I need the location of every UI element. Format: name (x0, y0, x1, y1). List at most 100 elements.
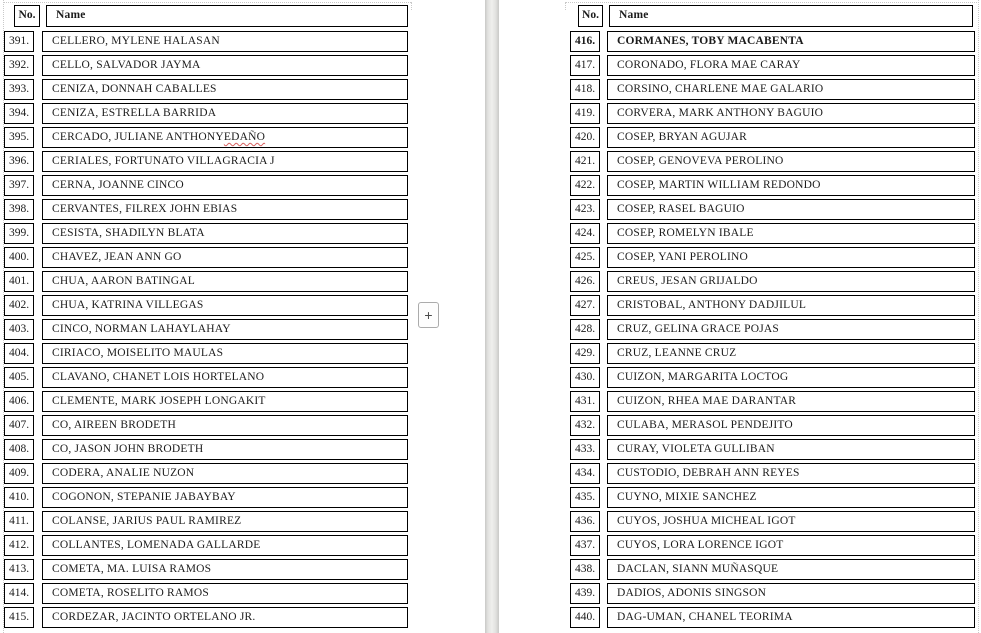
row-name: CORDEZAR, JACINTO ORTELANO JR. (42, 607, 408, 628)
row-name: CUYNO, MIXIE SANCHEZ (607, 487, 975, 508)
row-number: 439. (570, 583, 600, 604)
header-no: No. (14, 5, 40, 27)
row-name: CINCO, NORMAN LAHAYLAHAY (42, 319, 408, 340)
row-number: 391. (4, 31, 34, 52)
row-name: CELLERO, MYLENE HALASAN (42, 31, 408, 52)
table-row: 433. CURAY, VIOLETA GULLIBAN (570, 439, 975, 460)
table-row: 418. CORSINO, CHARLENE MAE GALARIO (570, 79, 975, 100)
row-name: CERNA, JOANNE CINCO (42, 175, 408, 196)
table-row: 406. CLEMENTE, MARK JOSEPH LONGAKIT (4, 391, 408, 412)
row-name: CERCADO, JULIANE ANTHONY EDAÑO (42, 127, 408, 148)
table-row: 423. COSEP, RASEL BAGUIO (570, 199, 975, 220)
row-name: CORVERA, MARK ANTHONY BAGUIO (607, 103, 975, 124)
row-name: CORSINO, CHARLENE MAE GALARIO (607, 79, 975, 100)
row-name: COGONON, STEPANIE JABAYBAY (42, 487, 408, 508)
row-number: 408. (4, 439, 34, 460)
table-row: 398. CERVANTES, FILREX JOHN EBIAS (4, 199, 408, 220)
row-number: 411. (4, 511, 34, 532)
row-number: 425. (570, 247, 600, 268)
table-row: 403. CINCO, NORMAN LAHAYLAHAY (4, 319, 408, 340)
row-name: COLANSE, JARIUS PAUL RAMIREZ (42, 511, 408, 532)
row-number: 420. (570, 127, 600, 148)
row-number: 413. (4, 559, 34, 580)
text-boundary-top-right-page (565, 2, 977, 3)
table-row: 392. CELLO, SALVADOR JAYMA (4, 55, 408, 76)
row-name: CRISTOBAL, ANTHONY DADJILUL (607, 295, 975, 316)
row-name: CO, JASON JOHN BRODETH (42, 439, 408, 460)
row-name: CELLO, SALVADOR JAYMA (42, 55, 408, 76)
row-number: 412. (4, 535, 34, 556)
row-number: 405. (4, 367, 34, 388)
row-number: 435. (570, 487, 600, 508)
row-number: 414. (4, 583, 34, 604)
row-name: CODERA, ANALIE NUZON (42, 463, 408, 484)
row-name: CORONADO, FLORA MAE CARAY (607, 55, 975, 76)
table-row: 396. CERIALES, FORTUNATO VILLAGRACIA J (4, 151, 408, 172)
row-name: CURAY, VIOLETA GULLIBAN (607, 439, 975, 460)
spellcheck-underlined-word: EDAÑO (223, 130, 266, 143)
table-row: 407. CO, AIREEN BRODETH (4, 415, 408, 436)
table-row: 409. CODERA, ANALIE NUZON (4, 463, 408, 484)
table-row: 417. CORONADO, FLORA MAE CARAY (570, 55, 975, 76)
text-boundary-right (978, 0, 979, 633)
page-separator (485, 0, 499, 633)
row-number: 403. (4, 319, 34, 340)
row-number: 393. (4, 79, 34, 100)
table-row: 391. CELLERO, MYLENE HALASAN (4, 31, 408, 52)
row-number: 418. (570, 79, 600, 100)
table-row: 405. CLAVANO, CHANET LOIS HORTELANO (4, 367, 408, 388)
table-row: 426. CREUS, JESAN GRIJALDO (570, 271, 975, 292)
row-name: CERIALES, FORTUNATO VILLAGRACIA J (42, 151, 408, 172)
row-number: 428. (570, 319, 600, 340)
row-name: CESISTA, SHADILYN BLATA (42, 223, 408, 244)
table-row: 410. COGONON, STEPANIE JABAYBAY (4, 487, 408, 508)
row-number: 421. (570, 151, 600, 172)
text-boundary-stub-right-page-left (565, 2, 566, 10)
row-name: CORMANES, TOBY MACABENTA (607, 31, 975, 52)
row-number: 416. (570, 31, 600, 52)
row-name: CLAVANO, CHANET LOIS HORTELANO (42, 367, 408, 388)
row-number: 423. (570, 199, 600, 220)
text-boundary-stub-left-page-right (411, 2, 412, 10)
row-number: 424. (570, 223, 600, 244)
table-row: 401. CHUA, AARON BATINGAL (4, 271, 408, 292)
table-row: 431. CUIZON, RHEA MAE DARANTAR (570, 391, 975, 412)
table-row: 394. CENIZA, ESTRELLA BARRIDA (4, 103, 408, 124)
row-name: COMETA, MA. LUISA RAMOS (42, 559, 408, 580)
row-name: CENIZA, ESTRELLA BARRIDA (42, 103, 408, 124)
row-name: CHUA, KATRINA VILLEGAS (42, 295, 408, 316)
table-row: 438. DACLAN, SIANN MUÑASQUE (570, 559, 975, 580)
row-number: 400. (4, 247, 34, 268)
row-number: 406. (4, 391, 34, 412)
table-row: 428. CRUZ, GELINA GRACE POJAS (570, 319, 975, 340)
table-row: 434. CUSTODIO, DEBRAH ANN REYES (570, 463, 975, 484)
row-number: 396. (4, 151, 34, 172)
row-name: CUYOS, JOSHUA MICHEAL IGOT (607, 511, 975, 532)
row-number: 395. (4, 127, 34, 148)
row-name: CO, AIREEN BRODETH (42, 415, 408, 436)
table-row: 432. CULABA, MERASOL PENDEJITO (570, 415, 975, 436)
row-name: CHUA, AARON BATINGAL (42, 271, 408, 292)
row-name: CUIZON, MARGARITA LOCTOG (607, 367, 975, 388)
table-row: 414. COMETA, ROSELITO RAMOS (4, 583, 408, 604)
row-number: 392. (4, 55, 34, 76)
table-row: 397. CERNA, JOANNE CINCO (4, 175, 408, 196)
row-number: 402. (4, 295, 34, 316)
row-number: 436. (570, 511, 600, 532)
row-number: 409. (4, 463, 34, 484)
insert-plus-button[interactable]: + (418, 302, 439, 328)
row-number: 431. (570, 391, 600, 412)
row-name: CULABA, MERASOL PENDEJITO (607, 415, 975, 436)
row-name: CENIZA, DONNAH CABALLES (42, 79, 408, 100)
table-row: 420. COSEP, BRYAN AGUJAR (570, 127, 975, 148)
row-number: 407. (4, 415, 34, 436)
row-number: 432. (570, 415, 600, 436)
table-row: 400. CHAVEZ, JEAN ANN GO (4, 247, 408, 268)
row-name: DAG-UMAN, CHANEL TEORIMA (607, 607, 975, 628)
header-name: Name (609, 5, 973, 27)
table-row: 402. CHUA, KATRINA VILLEGAS (4, 295, 408, 316)
row-number: 398. (4, 199, 34, 220)
roster-table-left: No. Name 391. CELLERO, MYLENE HALASAN 392.… (4, 5, 408, 631)
table-row: 415. CORDEZAR, JACINTO ORTELANO JR. (4, 607, 408, 628)
row-number: 430. (570, 367, 600, 388)
